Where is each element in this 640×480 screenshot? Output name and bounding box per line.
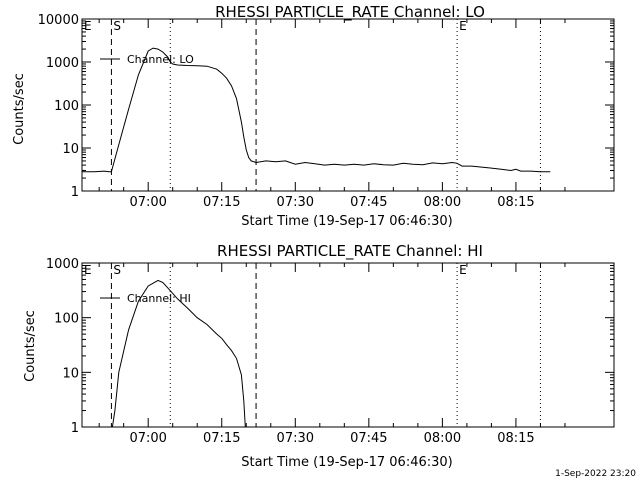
tick-layer: 1 10 100 1000 07:00 07:15 07:30 07:45 08:00 08:15: [46, 257, 615, 446]
x-tick-label: 08:00: [424, 195, 461, 210]
series-line: [82, 47, 551, 173]
panel-lo: RHESSI PARTICLE_RATE Channel: LO Counts/…: [12, 3, 615, 229]
y-tick-label: 10000: [38, 13, 79, 28]
x-tick-label: 07:30: [277, 431, 314, 446]
x-tick-label: 07:45: [350, 431, 387, 446]
panel-hi: RHESSI PARTICLE_RATE Channel: HI Counts/…: [23, 242, 615, 470]
event-marker: E: [459, 19, 467, 33]
event-marker: E: [84, 263, 92, 277]
x-tick-label: 07:30: [277, 195, 314, 210]
y-tick-label: 10: [62, 142, 79, 157]
x-tick-label: 07:15: [203, 431, 240, 446]
legend: Channel: HI: [100, 292, 191, 305]
series-layer: [111, 279, 246, 428]
x-tick-label: 07:45: [350, 195, 387, 210]
y-axis-label: Counts/sec: [12, 73, 27, 145]
event-marker: E: [459, 263, 467, 277]
y-tick-label: 100: [54, 312, 79, 327]
legend-label: Channel: HI: [127, 292, 191, 305]
series-line: [111, 279, 246, 428]
legend: Channel: LO: [100, 53, 194, 66]
x-axis-label: Start Time (19-Sep-17 06:46:30): [241, 214, 452, 229]
event-marker: E: [84, 19, 92, 33]
y-tick-label: 1000: [46, 56, 79, 71]
tick-layer: 1 10 100 1000 10000 07:00 07:15 07:30 07:45 08:00…: [38, 13, 615, 210]
y-tick-label: 1000: [46, 257, 79, 272]
y-tick-label: 100: [54, 99, 79, 114]
event-marker: S: [113, 263, 121, 277]
x-tick-label: 07:00: [129, 431, 166, 446]
x-tick-label: 08:15: [497, 195, 534, 210]
chart-title: RHESSI PARTICLE_RATE Channel: LO: [215, 3, 485, 22]
chart-title: RHESSI PARTICLE_RATE Channel: HI: [217, 242, 483, 261]
y-axis-label: Counts/sec: [23, 310, 38, 382]
plot-frame: [81, 18, 615, 192]
legend-label: Channel: LO: [127, 53, 194, 66]
y-tick-label: 1: [71, 421, 79, 436]
y-tick-label: 1: [71, 185, 79, 200]
x-tick-label: 08:15: [497, 431, 534, 446]
event-marker: S: [113, 19, 121, 33]
y-tick-label: 10: [62, 366, 79, 381]
x-tick-label: 08:00: [424, 431, 461, 446]
series-layer: [82, 47, 551, 173]
footer-timestamp: 1-Sep-2022 23:20: [555, 469, 636, 479]
plot-frame: [81, 262, 615, 428]
x-tick-label: 07:00: [129, 195, 166, 210]
x-axis-label: Start Time (19-Sep-17 06:46:30): [241, 455, 452, 470]
x-tick-label: 07:15: [203, 195, 240, 210]
